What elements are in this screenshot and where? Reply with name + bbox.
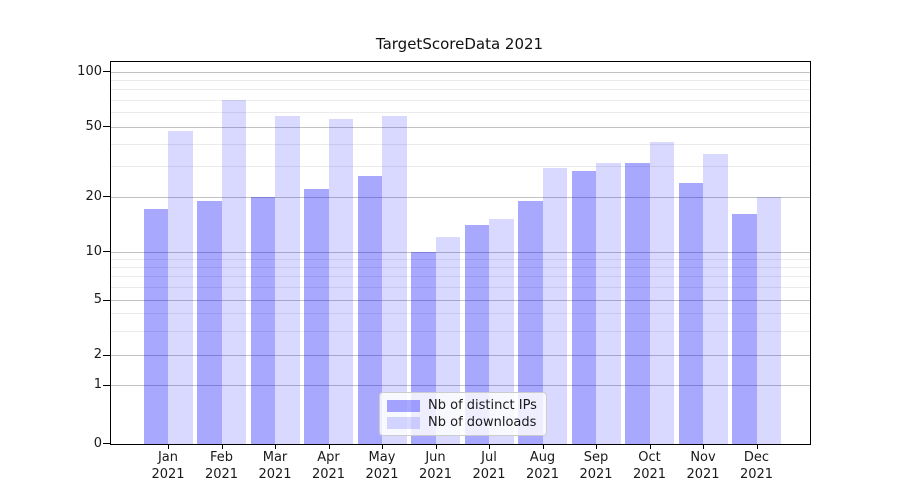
x-tick-label: Aug 2021 [525, 450, 560, 482]
minor-gridline [111, 99, 810, 101]
bar-apr-downloads [328, 118, 353, 444]
plot-area [110, 61, 811, 445]
minor-gridline [111, 143, 810, 145]
y-tick-mark [103, 354, 110, 356]
bar-may-distinct-ips [357, 176, 382, 444]
bar-may-downloads [382, 116, 407, 444]
legend-label-downloads: Nb of downloads [428, 415, 537, 430]
bar-feb-downloads [221, 99, 246, 444]
bar-dec-downloads [756, 196, 781, 444]
y-tick-mark [103, 196, 110, 197]
x-tick-mark [756, 444, 758, 449]
bar-mar-distinct-ips [250, 196, 275, 444]
minor-gridline [111, 330, 810, 332]
legend-item-distinct-ips: Nb of distinct IPs [387, 398, 538, 413]
bar-nov-distinct-ips [678, 182, 703, 444]
y-tick-label: 20 [85, 188, 102, 204]
x-tick-mark [221, 444, 223, 449]
bar-oct-distinct-ips [625, 163, 650, 444]
bar-nov-downloads [703, 153, 728, 444]
major-gridline [111, 251, 810, 253]
x-tick-mark [489, 444, 490, 449]
x-tick-label: Oct 2021 [632, 450, 667, 482]
x-tick-mark [703, 444, 704, 449]
y-tick-label: 0 [93, 435, 102, 451]
x-tick-mark [542, 444, 544, 449]
legend-swatch-distinct-ips [387, 399, 420, 412]
x-tick-mark [328, 444, 330, 449]
x-tick-label: Mar 2021 [258, 450, 292, 482]
legend: Nb of distinct IPs Nb of downloads [379, 392, 547, 436]
bar-dec-distinct-ips [732, 214, 757, 444]
legend-item-downloads: Nb of downloads [387, 415, 538, 430]
bar-mar-downloads [275, 116, 300, 444]
minor-gridline [111, 267, 810, 269]
major-gridline [111, 71, 810, 73]
y-tick-label: 10 [85, 243, 102, 259]
x-tick-label: Apr 2021 [311, 450, 346, 482]
x-tick-label: Jun 2021 [418, 450, 453, 482]
x-tick-label: Dec 2021 [739, 450, 774, 482]
x-tick-label: Sep 2021 [579, 450, 613, 482]
y-tick-label: 2 [93, 347, 102, 362]
y-tick-mark [103, 126, 110, 127]
y-tick-label: 5 [93, 292, 102, 307]
x-tick-mark [649, 444, 651, 449]
y-tick-label: 50 [85, 118, 102, 134]
x-tick-label: Jan 2021 [151, 450, 185, 482]
legend-swatch-downloads [387, 416, 420, 429]
bar-apr-distinct-ips [304, 189, 329, 444]
x-tick-label: Feb 2021 [204, 450, 239, 482]
x-tick-label: May 2021 [365, 450, 399, 482]
major-gridline [111, 196, 810, 198]
legend-label-distinct-ips: Nb of distinct IPs [428, 398, 537, 413]
major-gridline [111, 385, 810, 386]
major-gridline [111, 355, 810, 356]
x-tick-mark [382, 444, 383, 449]
minor-gridline [111, 276, 810, 278]
major-gridline [111, 300, 810, 301]
x-tick-mark [275, 444, 276, 449]
x-tick-mark [168, 444, 169, 449]
minor-gridline [111, 313, 810, 315]
y-tick-mark [103, 251, 110, 252]
bar-oct-downloads [649, 141, 674, 444]
minor-gridline [111, 287, 810, 289]
minor-gridline [111, 89, 810, 91]
x-tick-label: Nov 2021 [686, 450, 720, 482]
bar-jan-downloads [168, 131, 193, 444]
bar-sep-distinct-ips [571, 170, 596, 444]
minor-gridline [111, 258, 810, 260]
y-tick-label: 100 [77, 63, 102, 79]
minor-gridline [111, 79, 810, 81]
minor-gridline [111, 112, 810, 114]
x-tick-mark [596, 444, 597, 449]
y-tick-label: 1 [93, 377, 102, 392]
y-tick-mark [103, 384, 110, 386]
y-tick-mark [103, 299, 110, 301]
y-tick-mark [103, 71, 110, 72]
chart-title: TargetScoreData 2021 [375, 35, 544, 53]
major-gridline [111, 126, 810, 128]
bar-jan-distinct-ips [143, 209, 168, 444]
minor-gridline [111, 165, 810, 167]
x-tick-label: Jul 2021 [472, 450, 506, 482]
bar-feb-distinct-ips [197, 200, 222, 444]
x-tick-mark [435, 444, 437, 449]
y-tick-mark [103, 443, 110, 444]
bar-sep-downloads [596, 163, 621, 444]
